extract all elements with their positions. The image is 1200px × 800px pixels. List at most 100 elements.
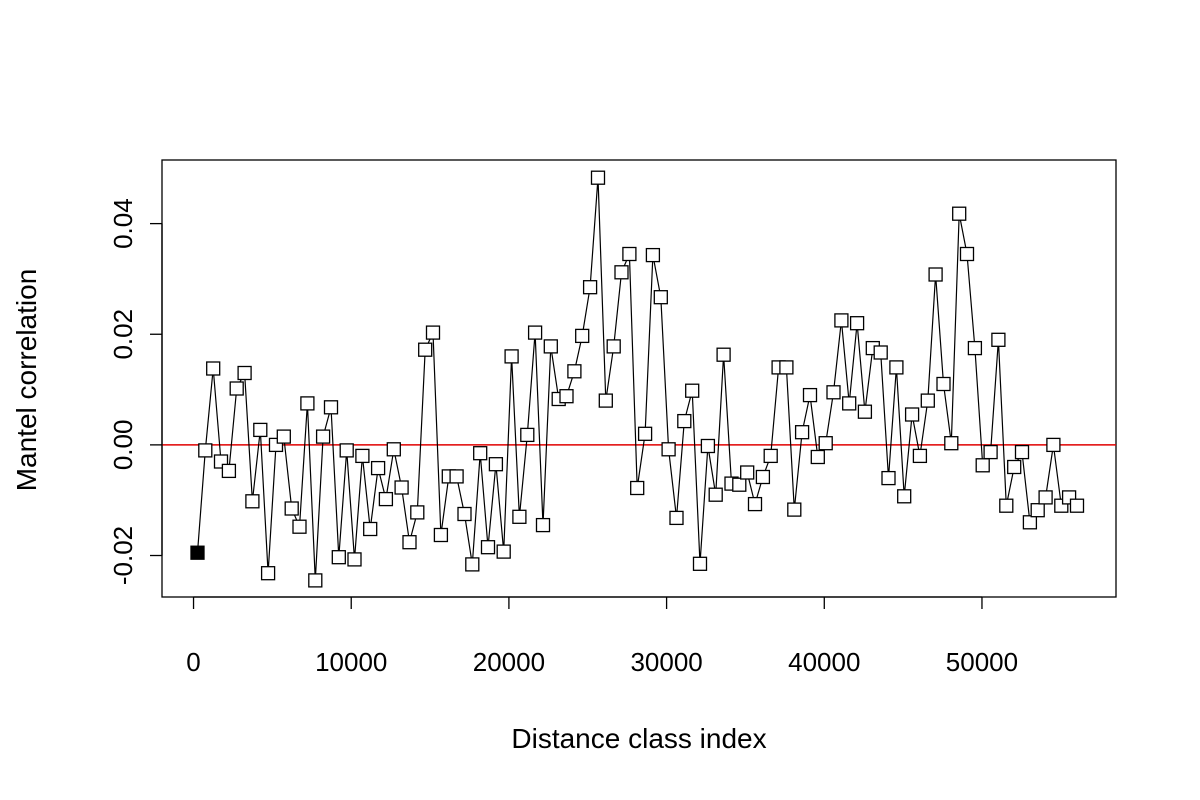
x-axis: 0 10000 20000 30000 40000 50000 xyxy=(186,596,1018,677)
data-point xyxy=(999,498,1014,513)
data-point xyxy=(457,506,472,522)
data-point xyxy=(967,340,983,356)
x-tick-label: 50000 xyxy=(946,647,1018,677)
data-point xyxy=(614,265,629,280)
data-point xyxy=(300,396,315,411)
y-axis: -0.02 0.00 0.02 0.04 xyxy=(108,198,163,585)
data-point xyxy=(559,389,574,404)
data-point xyxy=(834,313,849,328)
data-point xyxy=(991,332,1006,347)
data-point xyxy=(339,443,354,458)
data-point xyxy=(810,449,825,465)
data-point xyxy=(818,436,833,451)
data-point xyxy=(889,360,904,375)
data-point xyxy=(276,429,291,444)
data-point xyxy=(520,427,535,443)
data-point xyxy=(842,396,857,411)
data-point xyxy=(677,413,692,429)
data-point xyxy=(763,448,778,464)
data-point xyxy=(936,376,951,392)
data-point xyxy=(912,448,928,464)
data-point xyxy=(944,436,959,451)
data-point xyxy=(198,443,213,458)
y-tick-label: 0.00 xyxy=(108,420,138,471)
data-point xyxy=(873,345,888,360)
y-tick-label: 0.04 xyxy=(108,198,138,249)
data-point xyxy=(253,422,268,438)
data-point xyxy=(496,544,511,559)
data-point xyxy=(952,206,967,221)
data-point xyxy=(700,438,716,454)
y-axis-title: Mantel correlation xyxy=(11,269,42,492)
data-markers xyxy=(190,170,1085,588)
data-point xyxy=(1069,498,1085,513)
data-point xyxy=(465,557,480,572)
data-point xyxy=(284,501,299,516)
data-point xyxy=(653,290,668,305)
data-point xyxy=(1022,515,1038,530)
data-point xyxy=(826,385,841,400)
data-point xyxy=(802,387,818,403)
data-point xyxy=(637,426,653,441)
x-tick-label: 0 xyxy=(186,647,200,677)
data-point xyxy=(512,509,527,524)
data-point xyxy=(928,267,943,282)
data-point xyxy=(355,448,370,464)
data-point xyxy=(229,381,244,396)
data-point xyxy=(716,347,731,362)
data-point xyxy=(410,505,425,520)
data-point xyxy=(504,349,519,364)
data-point xyxy=(473,446,488,461)
data-point xyxy=(543,339,558,354)
data-point xyxy=(394,480,409,495)
data-point xyxy=(645,247,661,263)
data-point xyxy=(1046,437,1061,453)
data-point xyxy=(904,407,920,422)
data-point xyxy=(567,364,582,379)
data-point xyxy=(669,510,684,526)
data-point xyxy=(260,566,276,581)
data-point xyxy=(606,339,621,354)
data-point xyxy=(661,442,676,457)
data-point xyxy=(370,460,386,476)
data-point xyxy=(692,556,708,571)
data-point xyxy=(402,535,417,550)
data-point xyxy=(418,342,433,357)
data-point xyxy=(849,316,865,331)
data-point xyxy=(755,469,771,485)
data-point xyxy=(245,494,260,509)
data-point xyxy=(433,527,449,543)
data-point xyxy=(1014,444,1030,460)
data-point xyxy=(323,400,339,415)
data-point xyxy=(779,360,794,375)
x-axis-title: Distance class index xyxy=(511,723,766,754)
data-point xyxy=(292,519,307,534)
data-point xyxy=(1030,503,1045,518)
data-point xyxy=(975,458,990,473)
data-point xyxy=(794,425,810,440)
data-point xyxy=(630,480,645,496)
data-point xyxy=(747,496,763,512)
data-point xyxy=(787,502,802,517)
data-point xyxy=(347,552,362,567)
data-point xyxy=(363,521,378,537)
data-point xyxy=(378,491,394,507)
x-tick-label: 20000 xyxy=(473,647,545,677)
data-point xyxy=(881,470,896,486)
data-point xyxy=(590,170,606,185)
data-point xyxy=(535,517,551,533)
data-point xyxy=(920,393,935,408)
x-tick-label: 40000 xyxy=(788,647,860,677)
data-point xyxy=(1007,459,1022,475)
data-point xyxy=(897,489,912,504)
data-point xyxy=(425,325,441,340)
data-point xyxy=(708,487,723,502)
data-point xyxy=(331,550,346,565)
data-point xyxy=(1038,490,1053,505)
data-point xyxy=(575,328,590,344)
data-point xyxy=(315,429,331,444)
data-point xyxy=(480,540,496,555)
x-tick-label: 30000 xyxy=(630,647,702,677)
data-point xyxy=(959,246,975,262)
